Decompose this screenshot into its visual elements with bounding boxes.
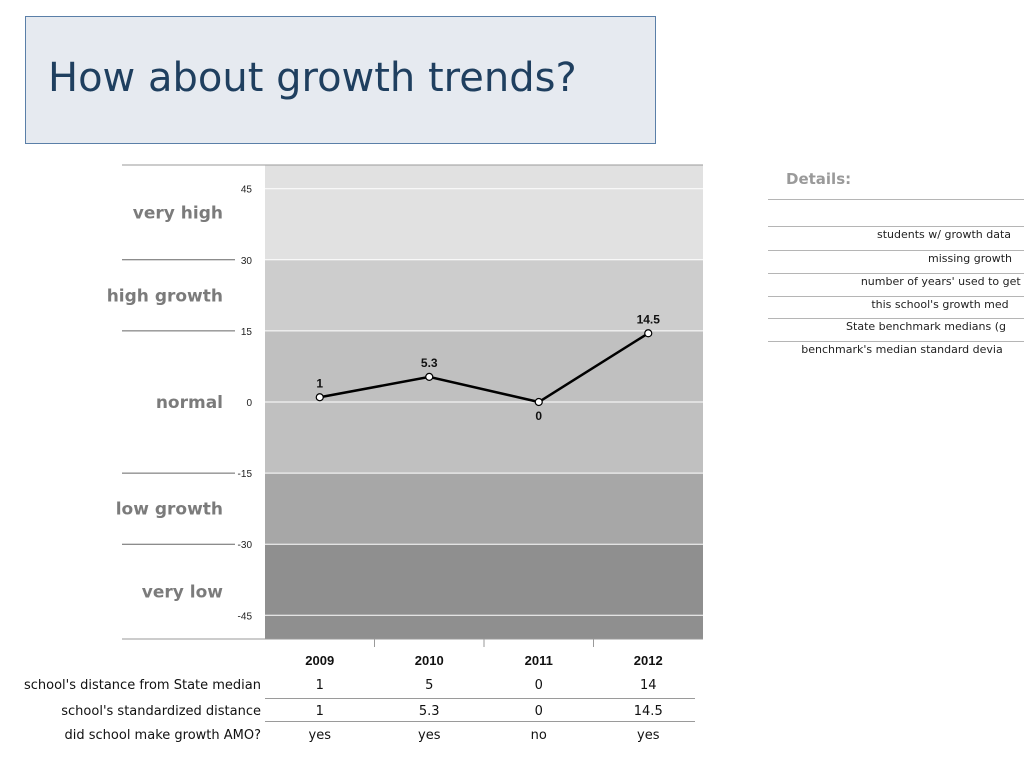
band-0 — [265, 165, 703, 260]
details-rule — [768, 250, 1024, 251]
details-rule — [768, 273, 1024, 274]
table-cell: 5.3 — [418, 704, 440, 719]
details-row: students w/ growth data — [768, 226, 1024, 244]
table-cell: yes — [308, 728, 331, 743]
y-tick-label: 15 — [241, 327, 253, 338]
details-rule — [768, 226, 1024, 227]
details-row: this school's growth med — [768, 296, 1024, 314]
x-tick-label: 2011 — [525, 653, 553, 668]
data-label: 0 — [535, 409, 542, 423]
table-cell: 5 — [425, 678, 434, 693]
x-tick-label: 2010 — [415, 653, 444, 668]
y-tick-label: 45 — [241, 185, 253, 196]
y-tick-label: -45 — [238, 611, 253, 622]
title-box: How about growth trends? — [25, 16, 656, 144]
details-row: number of years' used to get n — [768, 273, 1024, 291]
table-cell: 0 — [534, 704, 543, 719]
growth-chart: very high high growth normal low growth very… — [107, 164, 703, 668]
table-rule — [265, 721, 695, 722]
data-point — [534, 397, 543, 407]
table-cell: 14 — [639, 678, 657, 693]
x-tick-label: 2012 — [634, 653, 663, 668]
y-tick-label: -30 — [238, 540, 253, 551]
table-rule — [265, 698, 695, 699]
details-row-label: State benchmark medians (g — [846, 320, 1006, 333]
data-label: 5.3 — [421, 356, 438, 370]
band-label: normal — [156, 393, 223, 413]
data-label: 14.5 — [637, 312, 661, 326]
table-cell: yes — [418, 728, 441, 743]
table-cell: 1 — [315, 704, 324, 719]
table-cell: yes — [637, 728, 660, 743]
y-tick-label: -15 — [238, 469, 253, 480]
data-point — [644, 329, 653, 338]
details-row-label: students w/ growth data — [876, 228, 1012, 241]
band-4 — [265, 544, 703, 639]
table-row-label: did school make growth AMO? — [64, 728, 262, 743]
band-label: very low — [142, 583, 224, 603]
details-rule — [768, 318, 1024, 319]
table-cell: 14.5 — [633, 704, 663, 719]
data-label: 1 — [316, 376, 323, 390]
series-line — [319, 332, 649, 404]
details-row: missing growth — [768, 250, 1024, 268]
x-tick-label: 2009 — [305, 653, 334, 668]
data-point — [315, 393, 324, 402]
band-1 — [265, 259, 703, 331]
table-row-label: school's distance from State median — [23, 678, 261, 693]
table-row-label: school's standardized distance — [61, 704, 261, 719]
details-row: benchmark's median standard devia — [768, 341, 1024, 359]
data-point — [425, 372, 434, 381]
details-row: State benchmark medians (g — [768, 318, 1024, 336]
table-cell: 1 — [315, 678, 324, 693]
details-row-label: benchmark's median standard devia — [801, 343, 1003, 356]
band-label: high growth — [107, 286, 223, 306]
details-rule — [768, 199, 1024, 200]
table-cell: 0 — [534, 678, 543, 693]
details-rule — [768, 296, 1024, 297]
band-label: low growth — [116, 500, 223, 520]
details-row-label: missing growth — [927, 252, 1012, 265]
table-cell: no — [530, 728, 547, 743]
details-row-label: this school's growth med — [871, 298, 1009, 311]
band-3 — [265, 473, 703, 545]
y-tick-label: 0 — [246, 398, 252, 409]
y-tick-label: 30 — [241, 256, 253, 267]
slide-title: How about growth trends? — [48, 55, 577, 101]
band-label: very high — [133, 203, 223, 223]
details-title: Details: — [786, 170, 852, 188]
details-row-label: number of years' used to get n — [860, 275, 1024, 288]
details-rule — [768, 341, 1024, 342]
